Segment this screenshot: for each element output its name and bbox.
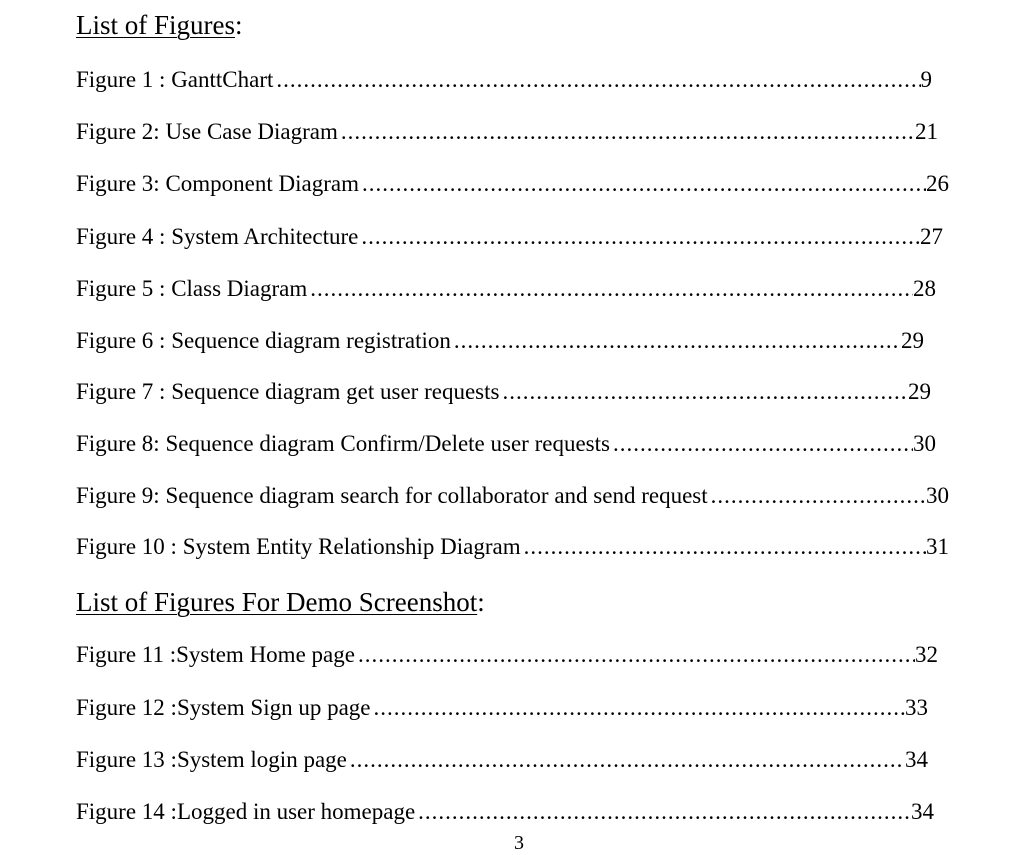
entry-page: 30 bbox=[926, 483, 949, 508]
dot-leader: ........................................… bbox=[502, 379, 908, 404]
toc-entry[interactable]: Figure 9: Sequence diagram search for co… bbox=[76, 482, 949, 510]
toc-entry[interactable]: Figure 11 :System Home page.............… bbox=[76, 641, 938, 669]
entry-page: 30 bbox=[913, 431, 936, 456]
toc-entry[interactable]: Figure 13 :System login page............… bbox=[76, 746, 928, 774]
section-heading: List of Figures: bbox=[76, 10, 243, 40]
toc-entry[interactable]: Figure 1 : GanttChart...................… bbox=[76, 66, 932, 94]
dot-leader: ........................................… bbox=[349, 747, 905, 772]
toc-entry[interactable]: Figure 10 : System Entity Relationship D… bbox=[76, 533, 949, 561]
entry-page: 9 bbox=[920, 67, 933, 92]
entry-label: Figure 8: Sequence diagram Confirm/Delet… bbox=[76, 431, 610, 456]
toc-entry[interactable]: Figure 7 : Sequence diagram get user req… bbox=[76, 378, 931, 406]
entry-label: Figure 7 : Sequence diagram get user req… bbox=[76, 379, 500, 404]
entry-label: Figure 14 :Logged in user homepage bbox=[76, 799, 416, 824]
dot-leader: ........................................… bbox=[453, 328, 901, 353]
toc-entry[interactable]: Figure 6 : Sequence diagram registration… bbox=[76, 327, 924, 355]
toc-entry[interactable]: Figure 8: Sequence diagram Confirm/Delet… bbox=[76, 430, 936, 458]
entry-label: Figure 10 : System Entity Relationship D… bbox=[76, 534, 521, 559]
dot-leader: ........................................… bbox=[361, 224, 920, 249]
toc-entry[interactable]: Figure 12 :System Sign up page..........… bbox=[76, 694, 928, 722]
entry-label: Figure 4 : System Architecture bbox=[76, 224, 359, 249]
entry-page: 28 bbox=[913, 276, 936, 301]
toc-entry[interactable]: Figure 14 :Logged in user homepage......… bbox=[76, 798, 934, 826]
section-heading: List of Figures For Demo Screenshot: bbox=[76, 587, 485, 617]
entry-page: 29 bbox=[908, 379, 931, 404]
dot-leader: ........................................… bbox=[373, 695, 905, 720]
entry-label: Figure 6 : Sequence diagram registration bbox=[76, 328, 451, 353]
entry-page: 29 bbox=[901, 328, 924, 353]
dot-leader: ........................................… bbox=[362, 171, 926, 196]
entry-label: Figure 9: Sequence diagram search for co… bbox=[76, 483, 708, 508]
entry-label: Figure 11 :System Home page bbox=[76, 642, 355, 667]
toc-entry[interactable]: Figure 4 : System Architecture..........… bbox=[76, 223, 943, 251]
toc-entry[interactable]: Figure 3: Component Diagram.............… bbox=[76, 170, 949, 198]
entry-page: 27 bbox=[920, 224, 943, 249]
entry-label: Figure 1 : GanttChart bbox=[76, 67, 274, 92]
page-number: 3 bbox=[514, 832, 524, 854]
entry-page: 32 bbox=[915, 642, 938, 667]
toc-entry[interactable]: Figure 2: Use Case Diagram..............… bbox=[76, 118, 938, 146]
entry-label: Figure 2: Use Case Diagram bbox=[76, 119, 338, 144]
entry-label: Figure 3: Component Diagram bbox=[76, 171, 359, 196]
dot-leader: ........................................… bbox=[710, 483, 926, 508]
dot-leader: ........................................… bbox=[612, 431, 913, 456]
entry-page: 31 bbox=[926, 534, 949, 559]
dot-leader: ........................................… bbox=[418, 799, 911, 824]
dot-leader: ........................................… bbox=[340, 119, 915, 144]
dot-leader: ........................................… bbox=[310, 276, 913, 301]
entry-page: 26 bbox=[926, 171, 949, 196]
entry-label: Figure 13 :System login page bbox=[76, 747, 347, 772]
entry-label: Figure 12 :System Sign up page bbox=[76, 695, 371, 720]
entry-label: Figure 5 : Class Diagram bbox=[76, 276, 308, 301]
entry-page: 21 bbox=[915, 119, 938, 144]
dot-leader: ........................................… bbox=[276, 67, 921, 92]
entry-page: 34 bbox=[905, 747, 928, 772]
dot-leader: ........................................… bbox=[523, 534, 926, 559]
entry-page: 33 bbox=[905, 695, 928, 720]
toc-entry[interactable]: Figure 5 : Class Diagram................… bbox=[76, 275, 936, 303]
dot-leader: ........................................… bbox=[357, 642, 915, 667]
entry-page: 34 bbox=[911, 799, 934, 824]
